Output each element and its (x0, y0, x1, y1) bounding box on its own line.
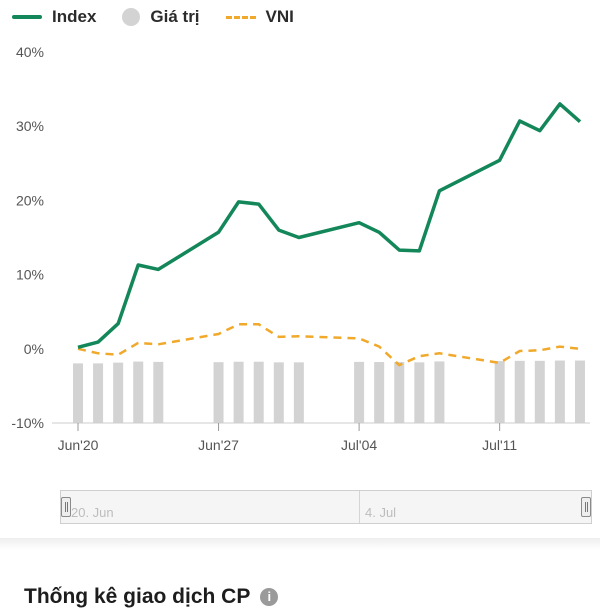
bar-gia-tri[interactable] (133, 361, 144, 423)
legend-item-vni[interactable]: VNI (225, 7, 294, 27)
bar-gia-tri[interactable] (394, 362, 405, 423)
x-tick-label: Jun'27 (198, 437, 239, 453)
legend-label-index: Index (52, 7, 97, 26)
performance-chart: -10% 0% 10% 20% 30% 40% Jun'20 Jun'27 Jul'04 Jul'… (11, 44, 590, 453)
bar-gia-tri[interactable] (273, 362, 284, 423)
bar-series-gia-tri (73, 360, 585, 423)
navigator-start-label: 20. Jun (71, 505, 114, 520)
bar-gia-tri[interactable] (534, 360, 545, 423)
bar-gia-tri[interactable] (354, 361, 365, 423)
navigator-divider (359, 491, 360, 523)
bar-gia-tri[interactable] (213, 362, 224, 423)
y-tick-label: 0% (24, 341, 44, 357)
bar-gia-tri[interactable] (73, 363, 83, 423)
bar-gia-tri[interactable] (494, 361, 505, 423)
line-series (77, 102, 582, 367)
bar-gia-tri[interactable] (574, 360, 585, 423)
x-tick-label: Jul'04 (341, 437, 377, 453)
navigator-mid-label: 4. Jul (365, 505, 397, 520)
chart-legend: Index Giá trị VNI (12, 4, 294, 30)
chart-axes: -10% 0% 10% 20% 30% 40% Jun'20 Jun'27 Jul'04 Jul'… (11, 44, 590, 453)
legend-swatch-gia-tri (122, 8, 141, 26)
legend-item-index[interactable]: Index (12, 7, 96, 27)
legend-label-vni: VNI (265, 7, 294, 26)
y-tick-label: 30% (16, 118, 44, 134)
range-navigator[interactable]: 20. Jun 4. Jul (60, 490, 592, 524)
info-icon[interactable]: i (260, 588, 279, 606)
navigator-left-handle[interactable] (61, 497, 71, 517)
y-tick-label: 40% (16, 44, 44, 60)
bar-gia-tri[interactable] (293, 362, 304, 423)
legend-item-gia-tri[interactable]: Giá trị (122, 7, 200, 27)
bar-gia-tri[interactable] (434, 361, 445, 423)
bar-gia-tri[interactable] (113, 362, 124, 423)
bar-gia-tri[interactable] (153, 361, 164, 423)
bar-gia-tri[interactable] (414, 362, 425, 423)
legend-label-gia-tri: Giá trị (150, 7, 200, 26)
y-tick-label: 20% (16, 192, 44, 208)
y-tick-label: -10% (11, 415, 44, 431)
bar-gia-tri[interactable] (374, 362, 385, 423)
bar-gia-tri[interactable] (93, 363, 104, 423)
bar-gia-tri[interactable] (233, 361, 244, 423)
bar-gia-tri[interactable] (554, 360, 565, 423)
x-tick-label: Jun'20 (58, 437, 99, 453)
legend-swatch-vni (225, 15, 256, 19)
section-title-text: Thống kê giao dịch CP (24, 585, 251, 608)
y-tick-label: 10% (16, 267, 44, 283)
section-divider (0, 538, 600, 550)
bar-gia-tri[interactable] (253, 361, 264, 423)
x-tick-label: Jul'11 (482, 437, 517, 453)
series-line-vni[interactable] (77, 323, 581, 367)
series-line-index[interactable] (77, 102, 582, 349)
bar-gia-tri[interactable] (514, 360, 525, 423)
legend-swatch-index (12, 15, 42, 19)
section-title: Thống kê giao dịch CP i (24, 585, 279, 609)
navigator-right-handle[interactable] (581, 497, 591, 517)
